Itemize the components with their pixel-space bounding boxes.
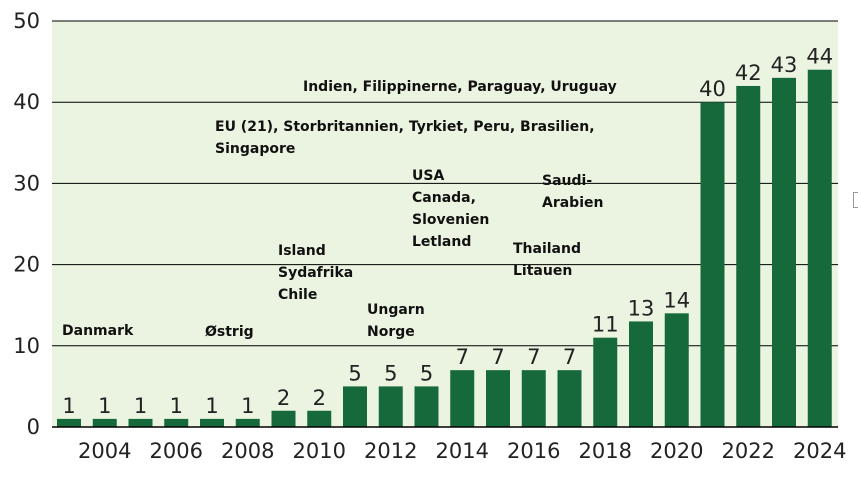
x-tick-label: 2014 <box>436 439 489 463</box>
x-tick-label: 2022 <box>722 439 775 463</box>
bars <box>57 69 832 428</box>
x-tick-label: 2010 <box>293 439 346 463</box>
bar-2020 <box>664 313 689 427</box>
value-label-2008: 1 <box>241 394 254 418</box>
value-label-2021: 40 <box>699 77 726 101</box>
annotation-island-sydafrika-chile: Island Sydafrika Chile <box>278 243 354 303</box>
annotation-thailand-litauen: Thailand Litauen <box>513 241 581 279</box>
y-tick-label: 0 <box>27 415 40 439</box>
annotation-ostrig: Østrig <box>205 324 254 340</box>
bar-2017 <box>557 370 582 427</box>
x-tick-label: 2016 <box>507 439 560 463</box>
y-tick-label: 40 <box>13 90 40 114</box>
value-label-2023: 43 <box>771 53 798 77</box>
x-tick-label: 2004 <box>78 439 131 463</box>
bar-2019 <box>629 321 653 427</box>
x-axis-ticks: 2004 2006 2008 2010 2012 2014 2016 2018 2020 2022… <box>78 439 846 463</box>
bar-2012 <box>378 386 403 427</box>
x-tick-label: 2024 <box>793 439 846 463</box>
x-tick-label: 2012 <box>364 439 417 463</box>
value-label-2016: 7 <box>527 345 540 369</box>
bar-2005 <box>128 418 153 427</box>
bar-2010 <box>307 410 332 427</box>
annotation-indien-group: Indien, Filippinerne, Paraguay, Uruguay <box>303 79 617 95</box>
value-label-2005: 1 <box>134 394 147 418</box>
value-label-2011: 5 <box>348 361 361 385</box>
bar-2003 <box>57 418 81 427</box>
bar-2024 <box>807 69 832 427</box>
value-label-2004: 1 <box>98 394 111 418</box>
value-label-2012: 5 <box>384 361 397 385</box>
bar-2015 <box>486 370 510 427</box>
bar-2023 <box>772 77 796 427</box>
x-tick-label: 2008 <box>221 439 274 463</box>
value-label-2017: 7 <box>563 345 576 369</box>
x-tick-label: 2018 <box>579 439 632 463</box>
value-label-2024: 44 <box>806 45 833 69</box>
annotation-eu-group: EU (21), Storbritannien, Tyrkiet, Peru, … <box>215 119 595 157</box>
value-label-2006: 1 <box>170 394 183 418</box>
y-tick-label: 20 <box>13 253 40 277</box>
value-label-2019: 13 <box>628 296 655 320</box>
value-label-2018: 11 <box>592 313 619 337</box>
value-label-2010: 2 <box>313 386 326 410</box>
annotation-saudi-arabien: Saudi- Arabien <box>542 173 604 211</box>
y-tick-label: 50 <box>13 9 40 33</box>
annotation-ungarn-norge: Ungarn Norge <box>367 302 425 340</box>
bar-2013 <box>414 386 439 427</box>
edge-marker <box>853 192 858 208</box>
x-tick-label: 2006 <box>150 439 203 463</box>
value-label-2015: 7 <box>491 345 504 369</box>
bar-2018 <box>593 337 618 427</box>
bar-2011 <box>343 386 367 427</box>
y-axis-ticks: 0 10 20 30 40 50 <box>13 9 40 439</box>
bar-2022 <box>736 85 761 428</box>
y-tick-label: 30 <box>13 171 40 195</box>
bar-2014 <box>450 370 475 427</box>
bar-2007 <box>200 418 224 427</box>
x-tick-label: 2020 <box>650 439 703 463</box>
annotation-usa-canada-slovenien-letland: USA Canada, Slovenien Letland <box>412 168 490 250</box>
value-label-2020: 14 <box>663 288 690 312</box>
bar-2016 <box>521 370 546 427</box>
value-label-2003: 1 <box>62 394 75 418</box>
bar-2009 <box>271 410 296 427</box>
value-label-2014: 7 <box>456 345 469 369</box>
value-label-2013: 5 <box>420 361 433 385</box>
value-label-2022: 42 <box>735 61 762 85</box>
value-label-2009: 2 <box>277 386 290 410</box>
annotation-danmark: Danmark <box>62 323 134 339</box>
bar-2008 <box>235 418 260 427</box>
y-tick-label: 10 <box>13 334 40 358</box>
bar-2004 <box>92 418 117 427</box>
value-label-2007: 1 <box>205 394 218 418</box>
bar-2021 <box>700 102 725 427</box>
bar-2006 <box>164 418 189 427</box>
